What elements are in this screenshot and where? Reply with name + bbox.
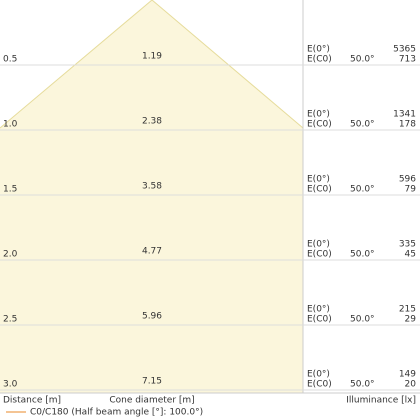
ec0-value: 20 [405,380,417,390]
e0-value: 149 [399,370,416,380]
ec0-label: E(C0) [307,185,332,195]
distance: 0.5 [3,55,17,65]
legend-text: C0/C180 (Half beam angle [°]: 100.0°) [30,408,203,418]
e0-label: E(0°) [307,305,330,315]
e0-value: 1341 [393,110,416,120]
distance: 2.0 [3,250,18,260]
diameter: 4.77 [142,247,162,257]
e0-label: E(0°) [307,370,330,380]
ec0-label: E(C0) [307,315,332,325]
angle: 50.0° [350,120,375,130]
e0-value: 596 [399,175,416,185]
ec0-value: 79 [405,185,417,195]
distance: 3.0 [3,380,18,390]
e0-label: E(0°) [307,110,330,120]
ec0-value: 713 [399,55,416,65]
e0-label: E(0°) [307,240,330,250]
angle: 50.0° [350,315,375,325]
ec0-label: E(C0) [307,380,332,390]
diameter: 7.15 [142,377,162,387]
cone-edge [0,0,304,129]
cone-fill [0,0,303,393]
angle: 50.0° [350,250,375,260]
e0-label: E(0°) [307,175,330,185]
ec0-label: E(C0) [307,120,332,130]
ec0-label: E(C0) [307,250,332,260]
e0-value: 5365 [393,45,416,55]
footer-illuminance: Illuminance [lx] [346,396,416,406]
distance: 2.5 [3,315,17,325]
e0-value: 215 [399,305,416,315]
ec0-value: 29 [405,315,417,325]
distance: 1.0 [3,120,18,130]
footer-distance: Distance [m] [3,396,61,406]
distance: 1.5 [3,185,17,195]
angle: 50.0° [350,185,375,195]
diameter: 1.19 [142,52,162,62]
ec0-label: E(C0) [307,55,332,65]
diameter: 5.96 [142,312,162,322]
footer-diameter: Cone diameter [m] [109,396,194,406]
ec0-value: 45 [405,250,416,260]
angle: 50.0° [350,55,375,65]
e0-value: 335 [399,240,416,250]
ec0-value: 178 [399,120,416,130]
diameter: 3.58 [142,182,162,192]
diameter: 2.38 [142,117,162,127]
angle: 50.0° [350,380,375,390]
e0-label: E(0°) [307,45,330,55]
